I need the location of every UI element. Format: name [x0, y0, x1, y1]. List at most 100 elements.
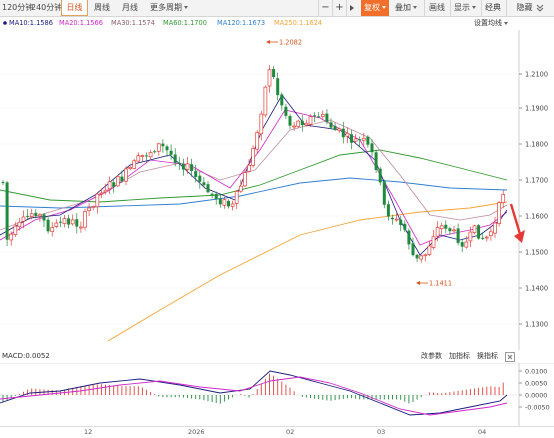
candle-down: [399, 219, 403, 226]
display-button[interactable]: 显示: [450, 0, 479, 16]
candle-down: [169, 150, 173, 155]
candle-up: [337, 128, 342, 131]
candle-up: [132, 160, 137, 169]
candle-down: [448, 228, 452, 232]
candle-down: [26, 215, 30, 217]
candle-up: [115, 176, 120, 187]
candle-down: [218, 198, 222, 205]
price-tick-label: 1.1800: [525, 141, 548, 149]
classic-button[interactable]: 经典: [481, 0, 504, 16]
price-tick-label: 1.1600: [525, 213, 548, 221]
chevron-down-icon: [472, 6, 476, 9]
candle-down: [46, 219, 50, 232]
candle-up: [238, 185, 243, 192]
close-icon: [507, 354, 513, 360]
week-tab[interactable]: 周线: [94, 3, 110, 12]
chevron-down-icon: [184, 6, 188, 9]
candle-up: [234, 190, 239, 204]
candle-down: [177, 162, 181, 164]
overlay-button[interactable]: 叠加: [392, 0, 420, 16]
candle-down: [460, 242, 464, 247]
macd-chart[interactable]: 0.0100 0.0050 0.0000 -0.0050: [0, 363, 554, 426]
macd-tick-label: 0.0100: [525, 368, 547, 376]
macd-label: MACD:0.0052: [2, 352, 50, 360]
candle-down: [120, 176, 124, 182]
candle-up: [296, 120, 301, 127]
candle-up: [345, 132, 350, 137]
candle-down: [378, 168, 382, 183]
low-annotation: 1.1411: [429, 280, 452, 288]
display-label: 显示: [454, 3, 470, 12]
draw-line-button[interactable]: 画线: [424, 0, 449, 16]
candle-down: [202, 182, 206, 186]
chevron-down-icon: [413, 6, 417, 9]
candle-up: [259, 113, 264, 135]
candle-up: [304, 122, 309, 126]
macd-tick-label: -0.0050: [525, 404, 550, 412]
candle-down: [317, 116, 321, 118]
add-indicator-button[interactable]: 加指标: [449, 352, 470, 360]
candle-up: [361, 137, 366, 141]
candle-down: [272, 69, 276, 78]
candle-down: [198, 175, 202, 182]
candle-up: [251, 148, 255, 166]
month-tab[interactable]: 月线: [122, 3, 138, 12]
change-params-button[interactable]: 改参数: [421, 352, 442, 360]
ma-settings-button[interactable]: 设置均线: [474, 16, 508, 30]
zoom-in-button[interactable]: +: [332, 0, 346, 16]
candlestick-chart[interactable]: 1.2100 1.1900 1.1800 1.1700 1.1600 1.1500 1.14…: [0, 30, 554, 350]
swap-indicator-button[interactable]: 换指标: [477, 352, 498, 360]
candle-up: [267, 69, 272, 87]
high-annotation: 1.2082: [279, 39, 302, 47]
candle-up: [439, 225, 444, 230]
candle-down: [280, 94, 284, 106]
candle-up: [70, 219, 75, 225]
candle-down: [194, 171, 198, 178]
ma120-legend: MA120:1.1673: [217, 19, 266, 27]
price-tick-label: 1.1900: [525, 105, 548, 113]
close-panel-button[interactable]: [505, 352, 515, 362]
chevron-down-icon: [382, 6, 386, 9]
candle-down: [5, 182, 9, 240]
candle-up: [54, 222, 59, 227]
candle-down: [67, 218, 71, 225]
candle-down: [374, 152, 378, 170]
candle-down: [329, 122, 333, 128]
period-120min-tab[interactable]: 120分钟: [2, 3, 34, 12]
ma30-legend: MA30:1.1574: [111, 19, 155, 27]
candle-up: [87, 207, 91, 211]
more-periods-dropdown[interactable]: 更多周期: [147, 0, 191, 16]
restore-rights-label: 复权: [364, 3, 380, 12]
zoom-out-button[interactable]: −: [318, 0, 332, 16]
macd-header: MACD:0.0052 改参数 加指标 换指标: [0, 350, 554, 363]
play-button[interactable]: [346, 0, 357, 16]
ma10-legend: MA10:1.1586: [9, 19, 53, 27]
candle-down: [300, 120, 304, 126]
ma120-line: [0, 177, 508, 209]
candle-up: [17, 221, 22, 227]
macd-tick-label: 0.0050: [525, 380, 547, 388]
candle-up: [95, 193, 100, 208]
candle-down: [276, 78, 280, 96]
candle-up: [464, 241, 469, 248]
candle-up: [468, 231, 473, 242]
restore-rights-button[interactable]: 复权: [361, 0, 389, 16]
candle-down: [42, 214, 46, 221]
day-tab[interactable]: 日线: [61, 0, 88, 16]
period-240min-tab[interactable]: 240分钟: [31, 3, 63, 12]
x-label-dec: 12: [84, 428, 93, 436]
candle-down: [190, 164, 194, 172]
candle-down: [391, 217, 394, 220]
candle-up: [497, 202, 501, 224]
price-tick-label: 1.1400: [525, 285, 548, 293]
candle-up: [99, 192, 104, 195]
hide-button[interactable]: 隐藏: [506, 0, 553, 16]
candle-up: [353, 138, 358, 142]
candle-down: [75, 219, 79, 227]
period-toolbar: 120分钟 240分钟 日线 周线 月线 更多周期 − + 复权 叠加 画线 显…: [0, 0, 554, 17]
candle-down: [407, 230, 411, 245]
price-tick-label: 1.1300: [525, 321, 548, 329]
x-label-feb: 02: [286, 428, 295, 436]
candle-up: [128, 167, 132, 169]
ma60-legend: MA60:1.1700: [163, 19, 207, 27]
